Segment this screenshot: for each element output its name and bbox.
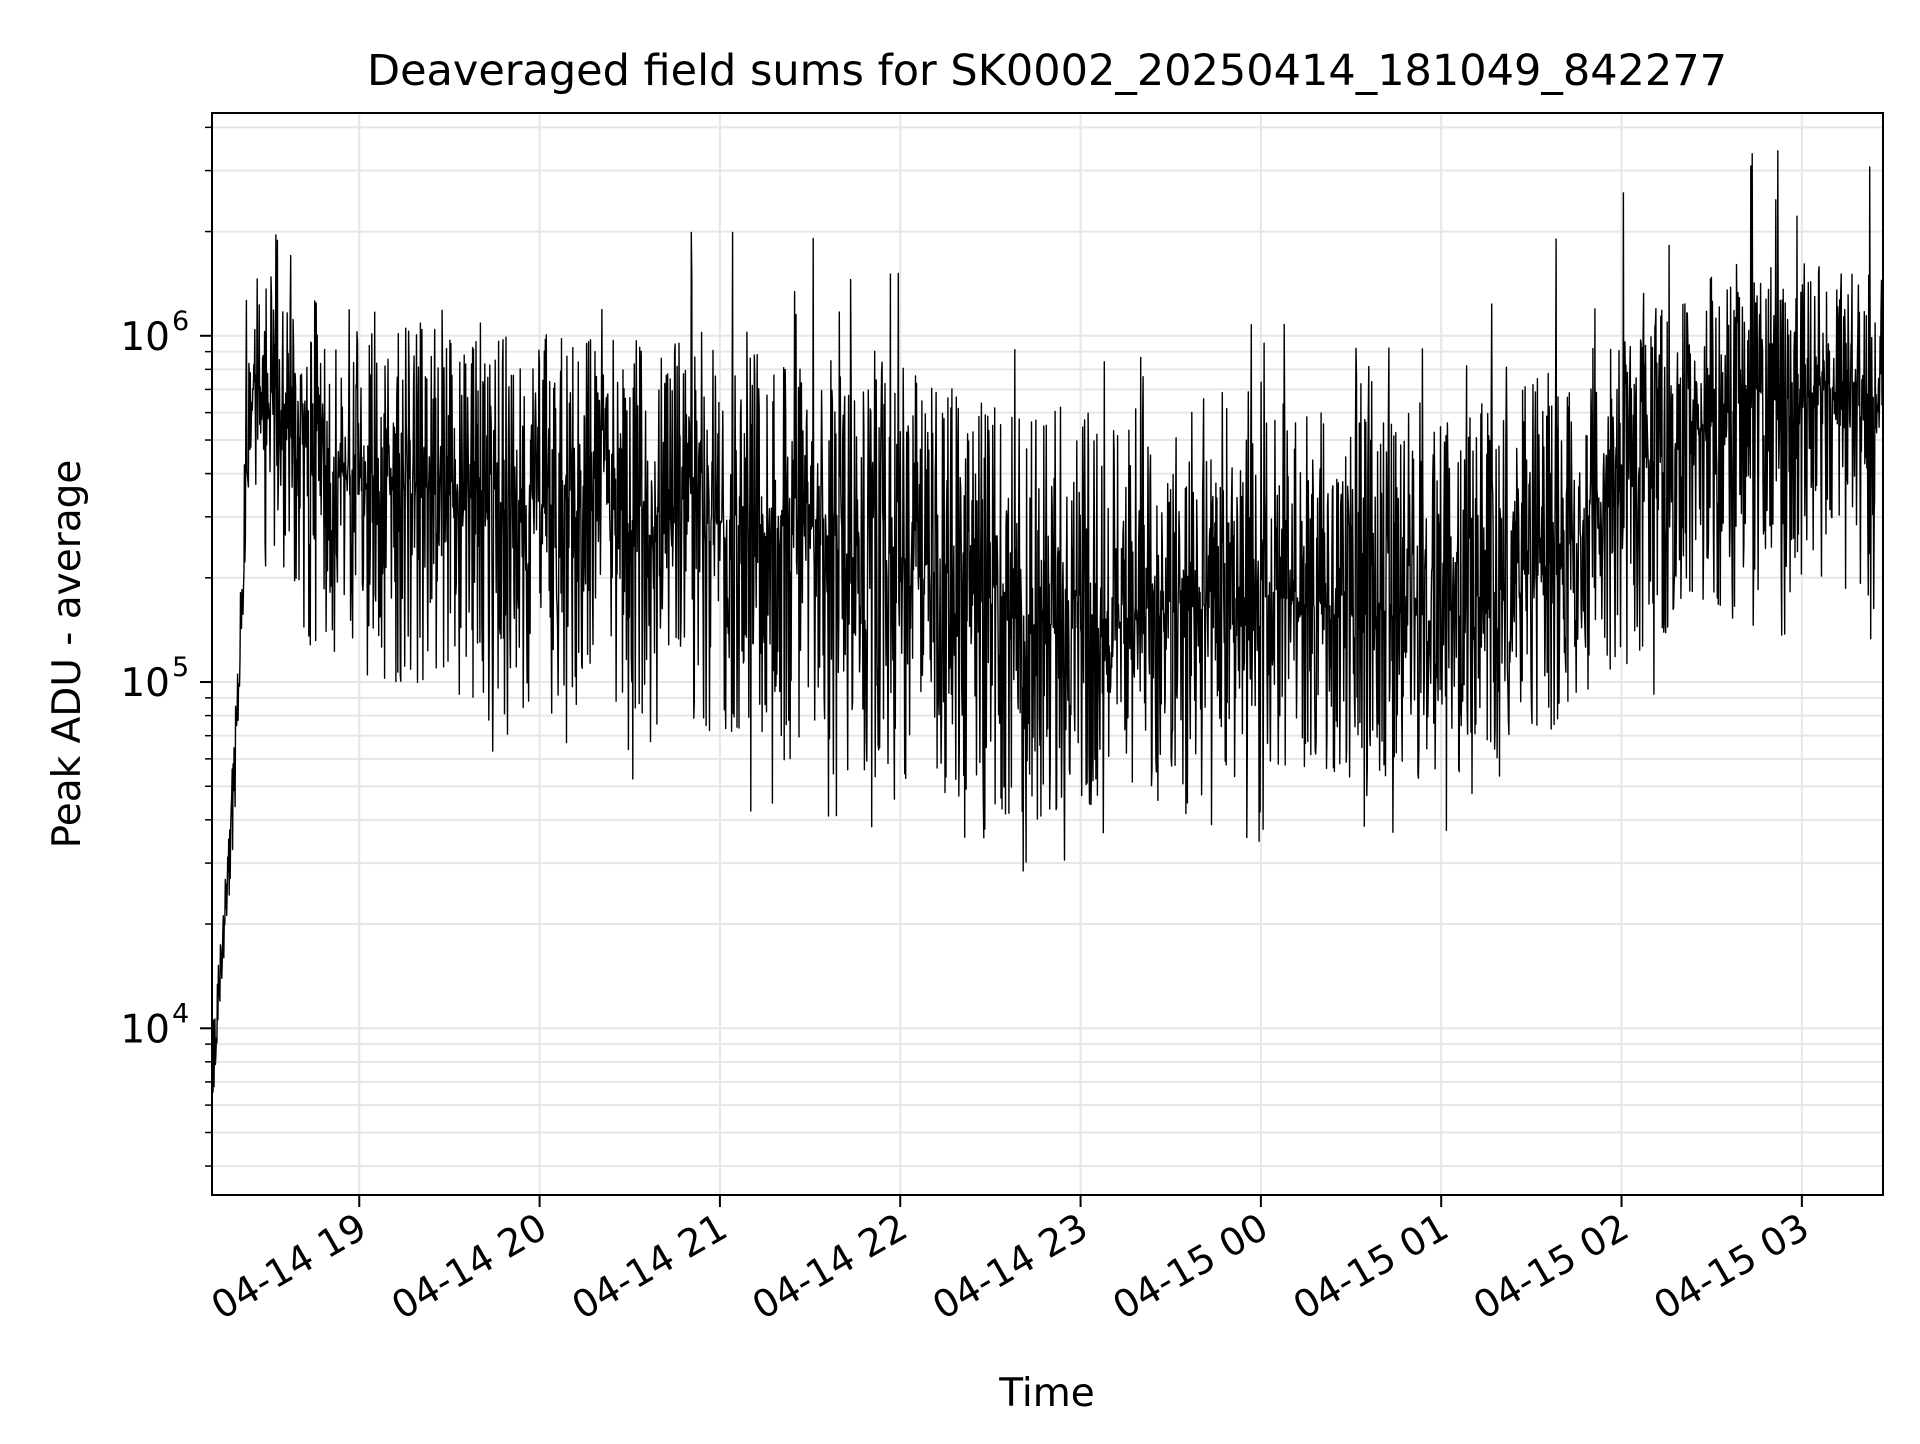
grid-lines [212, 113, 1883, 1195]
chart-title: Deaveraged field sums for SK0002_2025041… [367, 46, 1727, 96]
y-axis-label: Peak ADU - average [45, 460, 90, 849]
y-tick-exponent: 5 [172, 652, 189, 683]
plot-frame [211, 112, 1884, 1196]
y-tick-label: 10 [120, 661, 170, 706]
y-tick-label: 10 [120, 1007, 170, 1052]
y-tick-exponent: 4 [172, 998, 189, 1029]
x-axis-label: Time [998, 1371, 1094, 1416]
series-line [212, 150, 1883, 1104]
y-tick-exponent: 6 [172, 306, 189, 337]
plot-data [212, 150, 1883, 1104]
y-tick-label: 10 [120, 315, 170, 360]
